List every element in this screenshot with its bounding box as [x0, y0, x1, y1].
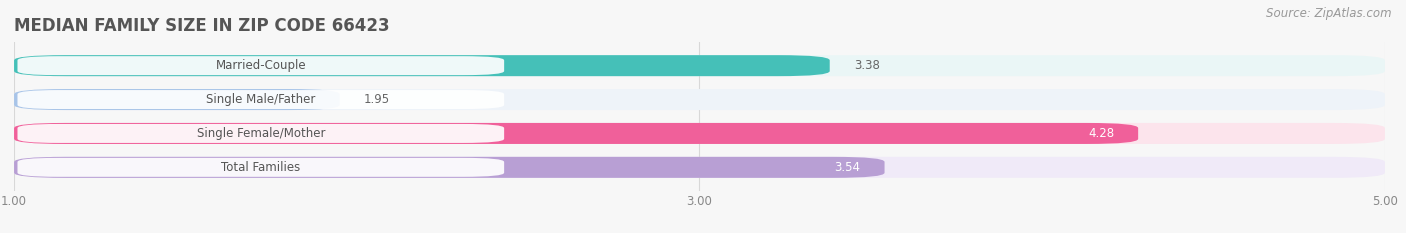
FancyBboxPatch shape	[14, 55, 1385, 76]
FancyBboxPatch shape	[14, 89, 1385, 110]
Text: Source: ZipAtlas.com: Source: ZipAtlas.com	[1267, 7, 1392, 20]
FancyBboxPatch shape	[17, 124, 505, 143]
Text: Married-Couple: Married-Couple	[215, 59, 307, 72]
FancyBboxPatch shape	[17, 56, 505, 75]
Text: 3.54: 3.54	[835, 161, 860, 174]
Text: Total Families: Total Families	[221, 161, 301, 174]
Text: Single Male/Father: Single Male/Father	[207, 93, 315, 106]
Text: 4.28: 4.28	[1088, 127, 1114, 140]
FancyBboxPatch shape	[14, 55, 830, 76]
Text: 1.95: 1.95	[364, 93, 389, 106]
FancyBboxPatch shape	[14, 157, 884, 178]
FancyBboxPatch shape	[17, 90, 505, 109]
FancyBboxPatch shape	[14, 123, 1385, 144]
FancyBboxPatch shape	[14, 157, 1385, 178]
Text: MEDIAN FAMILY SIZE IN ZIP CODE 66423: MEDIAN FAMILY SIZE IN ZIP CODE 66423	[14, 17, 389, 35]
FancyBboxPatch shape	[14, 123, 1139, 144]
FancyBboxPatch shape	[17, 158, 505, 177]
FancyBboxPatch shape	[14, 89, 340, 110]
Text: 3.38: 3.38	[853, 59, 880, 72]
Text: Single Female/Mother: Single Female/Mother	[197, 127, 325, 140]
